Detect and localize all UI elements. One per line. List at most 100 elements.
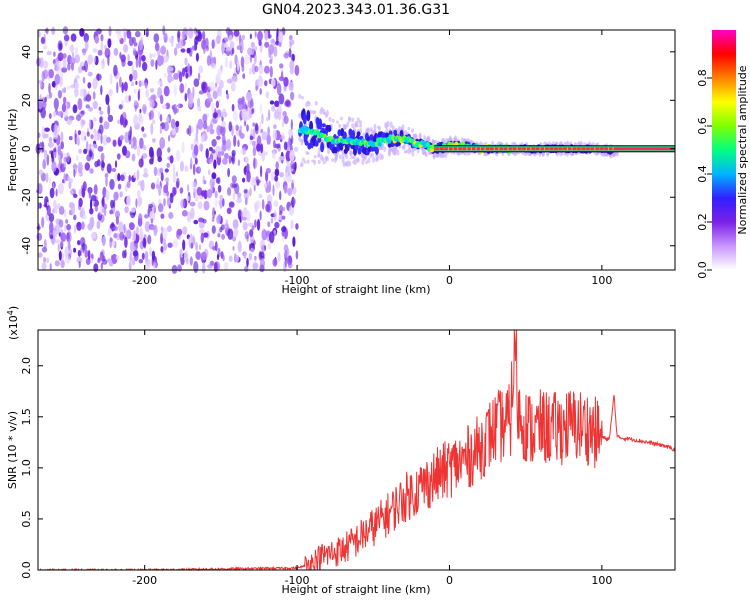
spectrogram-cell: [86, 131, 90, 137]
tone-band-core: [566, 147, 568, 151]
spectrogram-cell: [70, 33, 77, 42]
spectrogram-cell: [266, 230, 270, 237]
spectrogram-cell: [215, 177, 220, 184]
tone-band-core: [612, 147, 614, 151]
spectrogram-cell: [170, 37, 174, 48]
spectrogram-cell: [173, 47, 178, 56]
spectrogram-frame: [37, 29, 676, 271]
tone-band-core: [461, 147, 463, 151]
spectrogram-cell: [127, 60, 133, 67]
spectrogram-cell: [118, 104, 123, 110]
spectrogram-cell: [192, 163, 196, 176]
tone-band-core: [539, 147, 541, 151]
spectrogram-cell: [200, 232, 204, 244]
spectrogram-cell: [93, 144, 98, 149]
spectrogram-cell: [232, 219, 239, 229]
spectrogram-cell: [253, 53, 257, 65]
spectrogram-cell: [120, 114, 124, 126]
spectrogram-cell: [216, 135, 221, 140]
spectrogram-cell: [167, 147, 171, 153]
spectrogram-cell: [85, 94, 92, 102]
spectrogram-cell: [275, 180, 281, 189]
spectrogram-cell: [70, 43, 74, 54]
spectrogram-cell: [65, 101, 68, 114]
colorbar-gradient: [712, 30, 736, 270]
y-tick-label: 2.0: [20, 357, 33, 375]
tone-band-core: [479, 147, 482, 151]
spectrogram-y-label: Frequency (Hz): [6, 109, 19, 192]
tone-band-core: [594, 147, 596, 151]
spectrogram-cell: [270, 171, 276, 181]
spectrogram-cell: [132, 250, 139, 257]
spectrogram-cell: [313, 110, 317, 114]
spectrogram-cell: [261, 199, 265, 210]
spectrogram-cell: [138, 158, 144, 168]
spectrogram-cell: [172, 164, 176, 176]
spectrogram-cell: [211, 102, 215, 115]
spectrogram-cell: [284, 250, 288, 261]
spectrogram-cell: [341, 151, 345, 159]
spectrogram-cell: [159, 114, 163, 122]
x-tick-label: -200: [132, 274, 157, 287]
spectrogram-cell: [217, 233, 221, 238]
spectrogram-cell: [44, 149, 48, 160]
spectrogram-cell: [240, 215, 244, 221]
spectrogram-cell: [274, 143, 281, 149]
spectrogram-cell: [199, 229, 205, 234]
spectrogram-cell: [111, 240, 116, 248]
spectrogram-cell: [102, 235, 106, 246]
spectrogram-cell: [185, 72, 189, 79]
spectrogram-cell: [113, 47, 119, 56]
spectrogram-cell: [85, 140, 89, 152]
spectrogram-cell: [153, 166, 158, 177]
spectrogram-cell: [190, 242, 194, 249]
spectrogram-cell: [151, 150, 155, 162]
spectrogram-cell: [273, 46, 278, 57]
spectrogram-cell: [133, 114, 139, 126]
spectrogram-cell: [271, 38, 276, 49]
spectrogram-cell: [58, 205, 65, 215]
spectrogram-cell: [305, 151, 309, 155]
spectrogram-cell: [66, 234, 70, 242]
spectrogram-cell: [135, 198, 138, 208]
spectrogram-cell: [107, 228, 112, 235]
spectrogram-cell: [256, 218, 261, 231]
spectrogram-cell: [274, 175, 279, 182]
spectrogram-cell: [214, 241, 218, 252]
spectrogram-cell: [207, 264, 213, 269]
spectrogram-cell: [271, 150, 276, 159]
spectrogram-cell: [290, 119, 293, 131]
spectrogram-cell: [38, 169, 43, 176]
spectrogram-cell: [295, 223, 299, 230]
spectrogram-cell: [115, 255, 120, 261]
spectrogram-cell: [100, 34, 104, 42]
spectrogram-cell: [222, 113, 225, 118]
spectrogram-cell: [216, 75, 220, 85]
spectrogram-cell: [114, 160, 118, 168]
spectrogram-cell: [123, 81, 128, 92]
spectrogram-cell: [331, 158, 335, 162]
spectrogram-cell: [256, 143, 261, 152]
spectrogram-cell: [342, 131, 347, 140]
spectrogram-cell: [246, 170, 251, 183]
spectrogram-cell: [108, 88, 113, 97]
spectrogram-cell: [88, 118, 91, 129]
spectrogram-cell: [245, 197, 248, 206]
tone-band-core: [489, 147, 491, 151]
spectrogram-cell: [266, 200, 272, 213]
spectrogram-cell: [249, 243, 251, 251]
spectrogram-cell: [241, 34, 245, 41]
y-tick-label: 1.0: [20, 459, 33, 477]
spectrogram-cell: [320, 142, 325, 153]
spectrogram-cell: [295, 250, 299, 260]
spectrogram-cell: [313, 159, 317, 166]
spectrogram-cell: [279, 190, 282, 201]
spectrogram-cell: [187, 27, 194, 39]
spectrogram-cell: [52, 59, 56, 64]
spectrogram-cell: [190, 207, 195, 220]
spectrogram-cell: [264, 80, 268, 87]
spectrogram-cell: [82, 76, 86, 84]
spectrogram-cell: [49, 92, 53, 98]
spectrogram-cell: [288, 48, 292, 58]
spectrogram-cell: [92, 100, 98, 110]
